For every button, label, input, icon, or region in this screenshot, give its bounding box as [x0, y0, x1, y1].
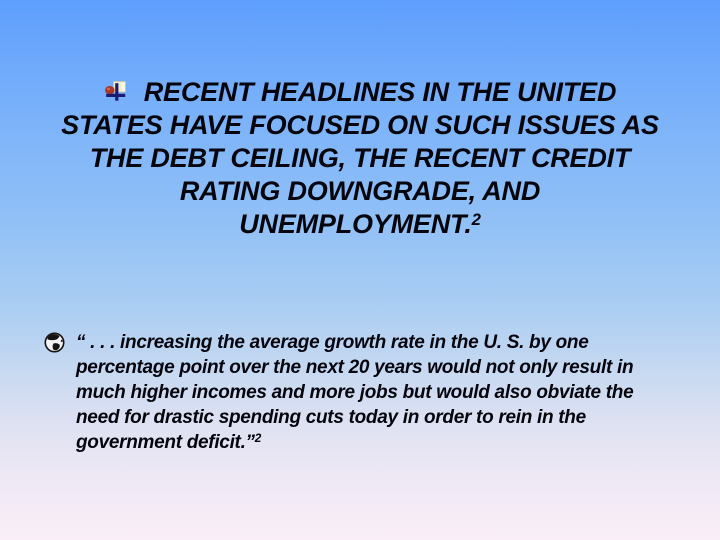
globe-icon — [44, 332, 65, 353]
quote-line-4: need for drastic spending cuts today in … — [76, 407, 586, 428]
title-line-1: RECENT HEADLINES IN THE UNITED — [18, 76, 702, 109]
quote-footnote-superscript: 2 — [254, 432, 262, 446]
quote-line-5-text: government deficit.” — [76, 432, 255, 453]
quote-line-2: percentage point over the next 20 years … — [76, 357, 634, 378]
title-line-5-text: UNEMPLOYMENT. — [239, 209, 472, 239]
title-line-5: UNEMPLOYMENT.2 — [18, 208, 702, 241]
title-line-4: RATING DOWNGRADE, AND — [179, 176, 541, 206]
title-line-1-text: RECENT HEADLINES IN THE UNITED — [143, 77, 617, 107]
title-line-2: STATES HAVE FOCUSED ON SUCH ISSUES AS — [61, 110, 659, 140]
quote-bullet-item: “ . . . increasing the average growth ra… — [44, 330, 716, 457]
quote-line-1: “ . . . increasing the average growth ra… — [76, 332, 589, 353]
pushpin-clipart-icon — [104, 79, 128, 103]
slide-title: RECENT HEADLINES IN THE UNITED STATES HA… — [18, 76, 702, 241]
quote-line-5: government deficit.”2 — [76, 430, 716, 457]
title-footnote-superscript: 2 — [471, 209, 481, 229]
quote-text: “ . . . increasing the average growth ra… — [76, 330, 716, 457]
title-line-3: THE DEBT CEILING, THE RECENT CREDIT — [89, 143, 631, 173]
quote-line-3: much higher incomes and more jobs but wo… — [76, 382, 634, 403]
